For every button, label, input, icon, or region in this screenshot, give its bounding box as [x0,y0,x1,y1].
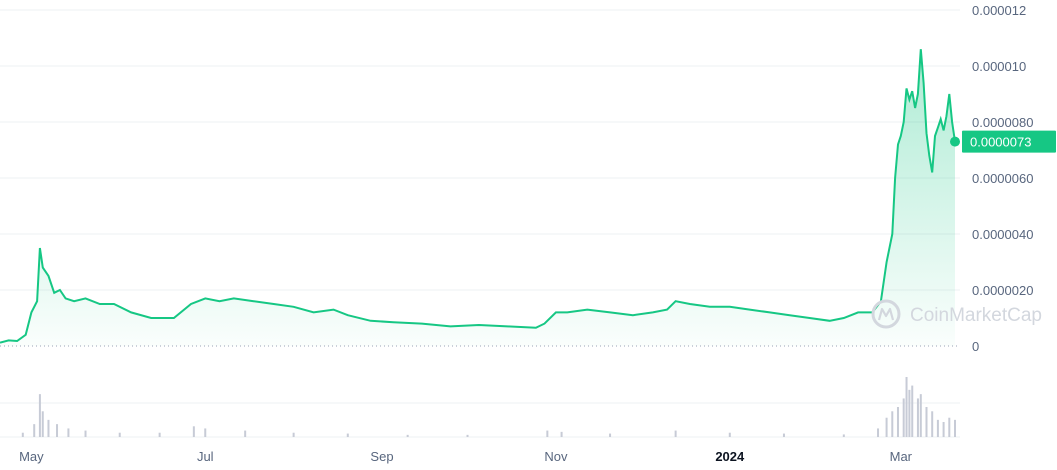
y-tick-label: 0.000010 [972,59,1026,74]
volume-bar [948,417,951,437]
volume-bar [931,411,934,437]
volume-bar [33,424,36,437]
volume-bar [466,434,469,437]
volume-bar [954,419,956,437]
volume-bar [902,398,905,437]
volume-bar [885,417,888,437]
x-tick-label: Mar [890,449,913,464]
coinmarketcap-logo-m [877,307,895,321]
volume-bar [560,431,563,437]
y-tick-label: 0.0000080 [972,115,1033,130]
volume-bar [674,430,677,437]
y-axis-ticks: 0.000012 0.000010 0.0000080 0.0000060 0.0000… [972,3,1033,354]
y-tick-label: 0.0000060 [972,171,1033,186]
volume-bar [877,428,880,437]
y-tick-label: 0.000012 [972,3,1026,18]
x-axis-ticks: May Jul Sep Nov 2024 Mar [19,449,913,464]
volume-bar [891,411,894,437]
volume-bar [911,385,914,437]
volume-bar [84,430,87,437]
volume-bar [916,398,919,437]
y-tick-label: 0.0000020 [972,283,1033,298]
volume-bar [244,430,247,437]
volume-bar [842,434,845,437]
volume-bar [609,433,612,437]
x-tick-label: Sep [370,449,393,464]
current-price-dot [950,136,960,147]
x-tick-label: May [19,449,44,464]
volume-bar [942,422,945,437]
y-tick-label: 0.0000040 [972,227,1033,242]
volume-bar [38,394,41,437]
volume-bar [56,424,59,437]
volume-bar [936,419,939,437]
x-tick-label: Nov [544,449,568,464]
volume-bar [204,428,207,437]
volume-bar [41,411,44,437]
volume-bar [925,407,928,437]
volume-bar [919,394,922,437]
price-line [0,49,956,344]
volume-bar [118,432,121,437]
volume-bar [21,432,24,437]
current-price-tag [962,130,1056,153]
x-tick-label: Jul [197,449,214,464]
volume-bar [406,434,409,437]
current-price-label: 0.0000073 [970,135,1031,150]
volume-bar [546,430,549,437]
volume-bar [728,432,731,437]
volume-bar [905,377,908,437]
volume-bar [292,432,295,437]
current-price-marker: 0.0000073 [950,130,1056,153]
y-tick-label: 0 [972,339,979,354]
volume-bars [21,377,956,437]
watermark-text: CoinMarketCap [910,305,1042,326]
coinmarketcap-watermark: CoinMarketCap [871,299,1042,329]
coinmarketcap-logo-icon [871,299,901,329]
volume-bar [47,419,50,437]
volume-bar [908,389,911,437]
volume-bar [346,433,349,437]
volume-bar [158,432,161,437]
volume-bar [782,433,785,437]
volume-bar [896,407,899,437]
price-area [0,49,955,346]
grid-lines [0,9,960,438]
volume-bar [67,428,70,437]
volume-bar [192,426,195,437]
x-tick-label: 2024 [715,449,745,464]
